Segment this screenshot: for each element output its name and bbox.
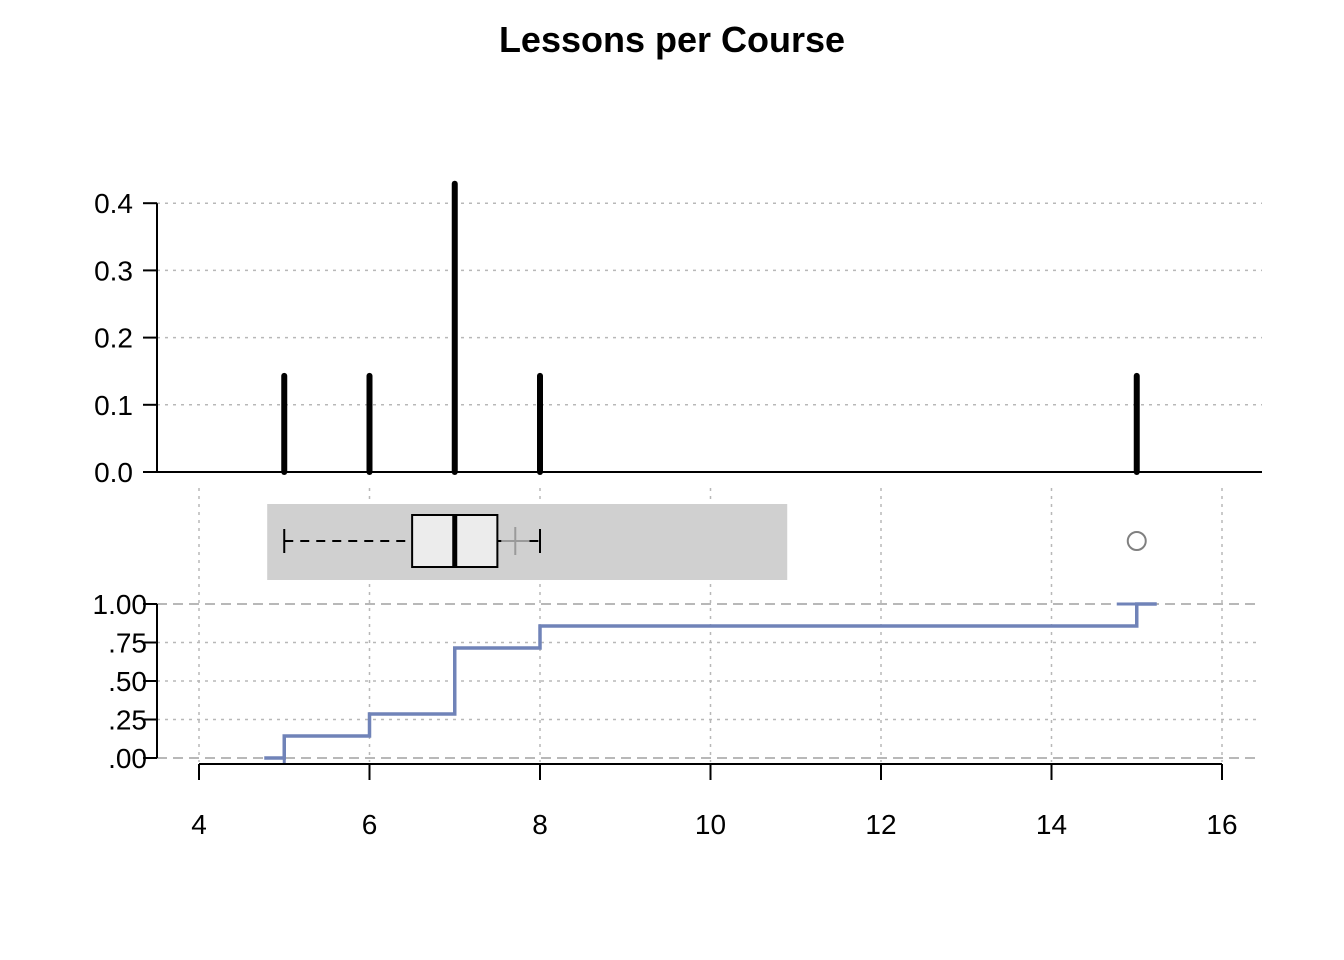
y-tick-label: .50 — [108, 666, 147, 697]
y-tick-label: 0.4 — [94, 188, 133, 219]
y-tick-label: .25 — [108, 705, 147, 736]
y-tick-label: 0.3 — [94, 255, 133, 286]
x-tick-label: 6 — [362, 809, 378, 840]
x-tick-label: 8 — [532, 809, 548, 840]
x-tick-label: 16 — [1206, 809, 1237, 840]
chart-title: Lessons per Course — [499, 19, 845, 60]
ecdf-panel: .00 .25 .50 .75 1.00 — [93, 589, 1256, 774]
x-tick-label: 4 — [191, 809, 207, 840]
x-tick-label: 14 — [1036, 809, 1067, 840]
y-tick-label: 0.1 — [94, 390, 133, 421]
ecdf-step-line — [264, 602, 1157, 760]
boxplot-strip — [267, 504, 1147, 580]
spike-panel: 0.0 0.1 0.2 0.3 0.4 — [94, 180, 1262, 488]
x-axis: 4 6 8 10 12 14 16 — [191, 763, 1238, 840]
outlier-point — [1126, 531, 1147, 551]
y-tick-label: 0.0 — [94, 457, 133, 488]
x-tick-label: 10 — [695, 809, 726, 840]
y-tick-label: .75 — [108, 628, 147, 659]
x-tick-label: 12 — [865, 809, 896, 840]
y-tick-label: 0.2 — [94, 323, 133, 354]
y-tick-label: 1.00 — [93, 589, 148, 620]
y-tick-label: .00 — [108, 743, 147, 774]
